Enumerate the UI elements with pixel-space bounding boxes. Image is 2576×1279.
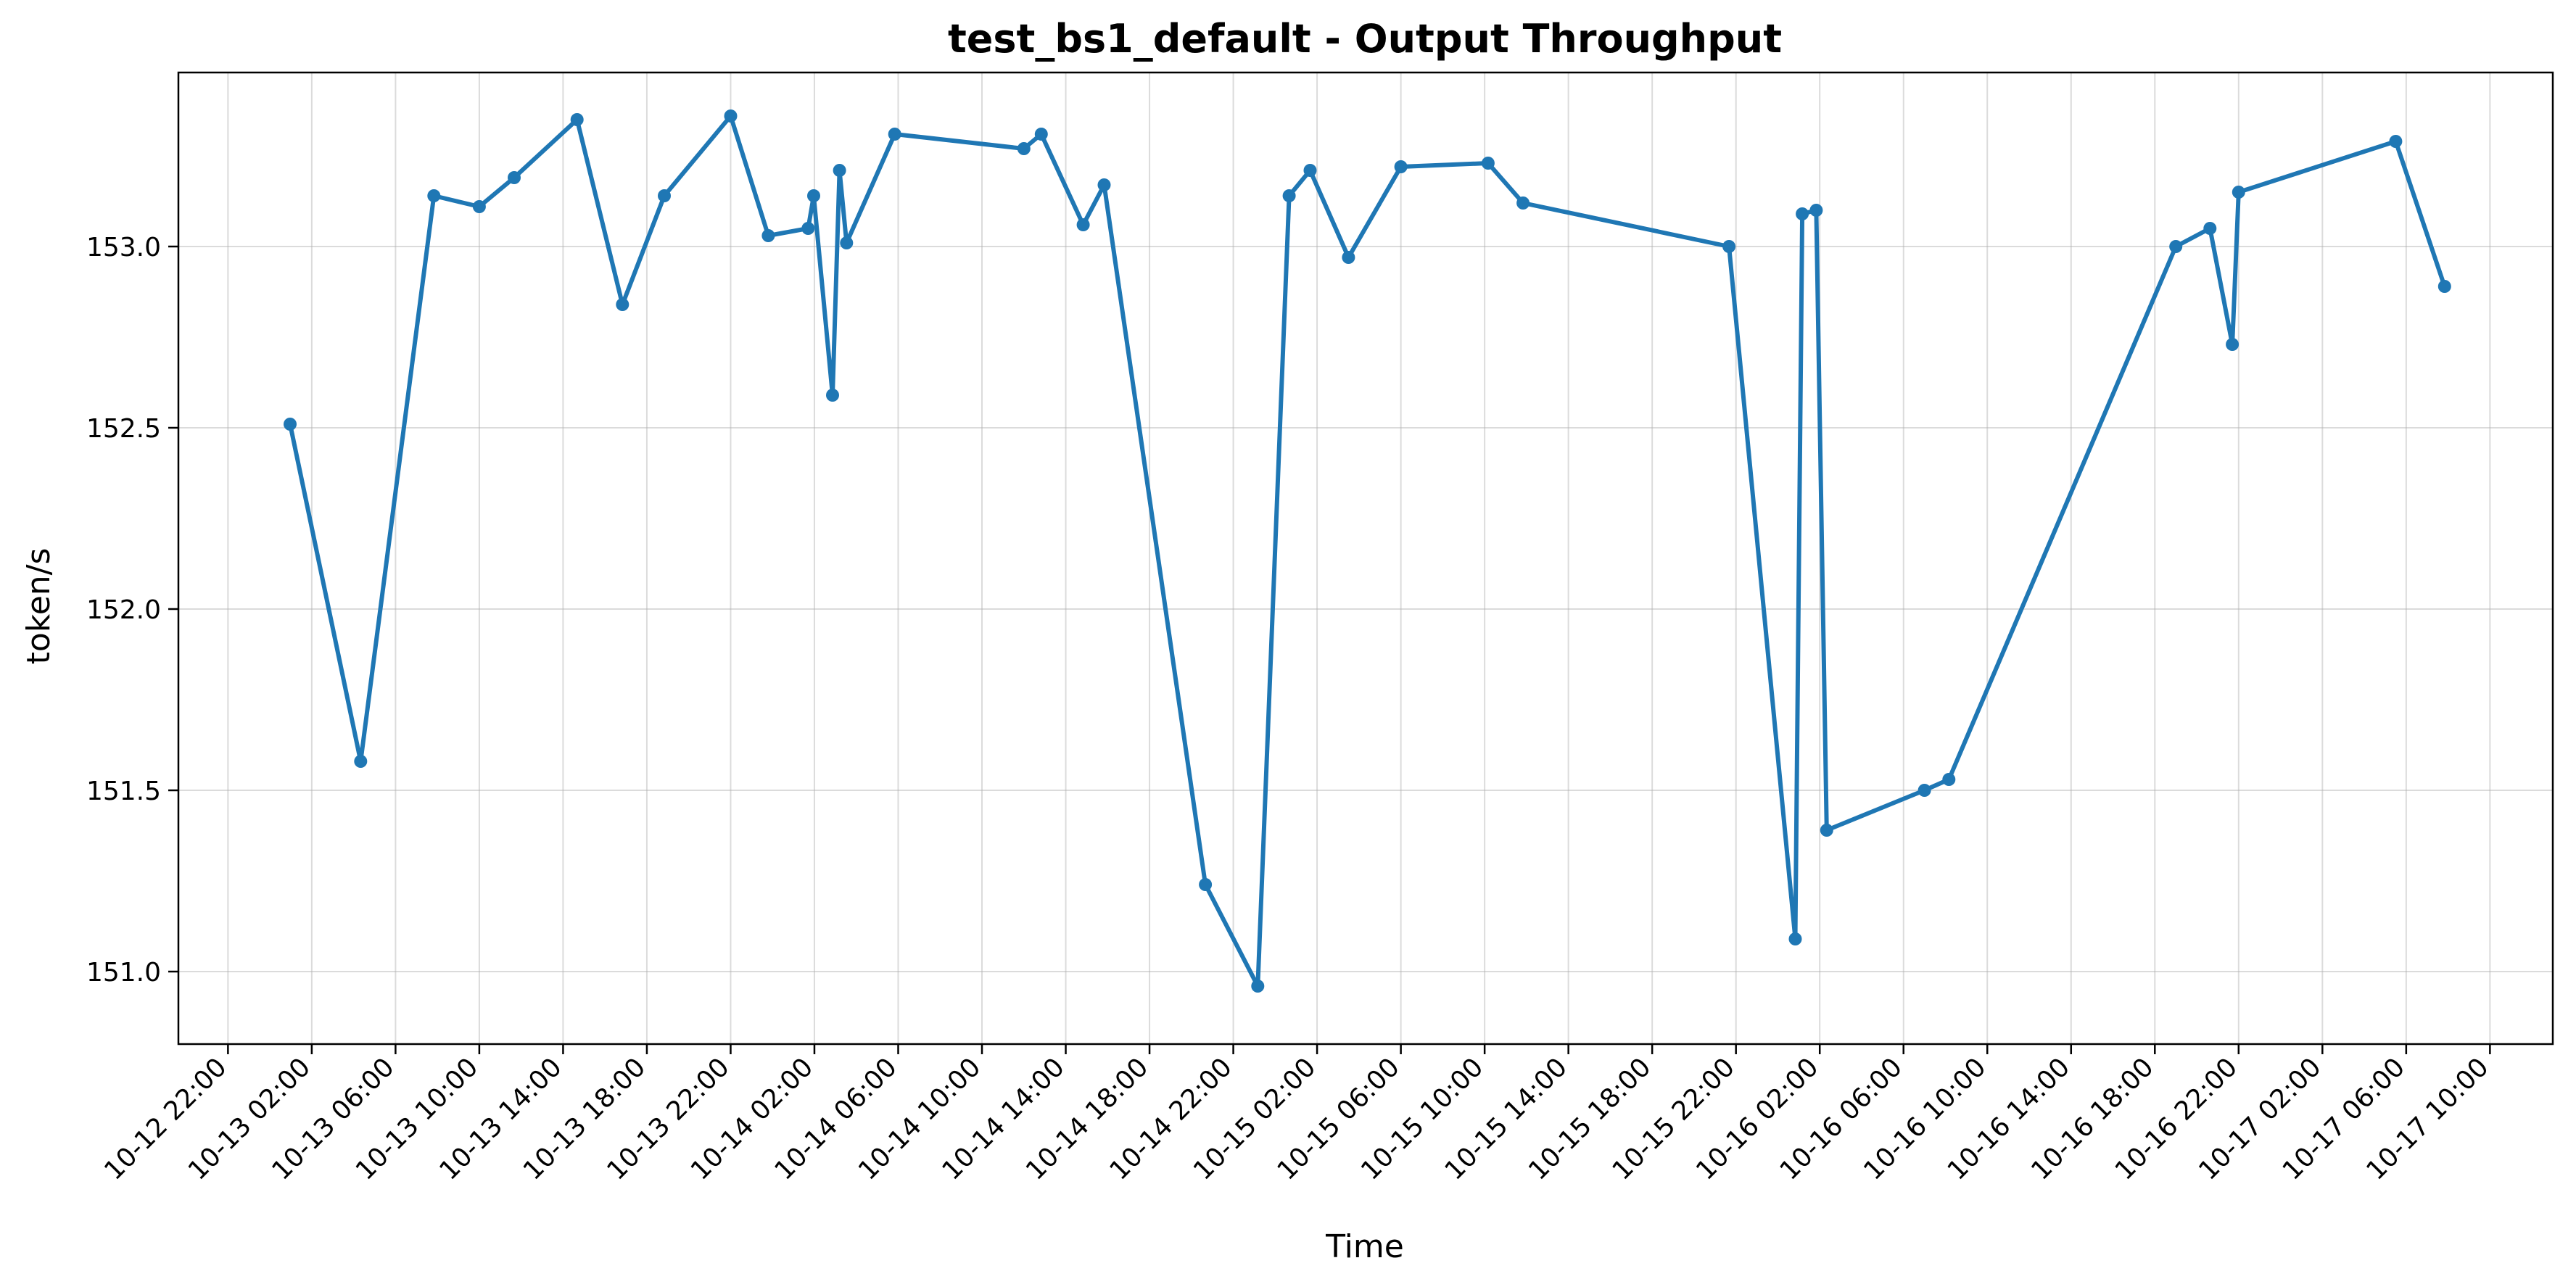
x-axis-label: Time bbox=[1325, 1228, 1404, 1265]
y-tick-label: 153.0 bbox=[86, 233, 161, 262]
data-point bbox=[807, 189, 820, 202]
data-point bbox=[472, 200, 486, 213]
data-point bbox=[761, 229, 775, 242]
y-tick-label: 151.5 bbox=[86, 777, 161, 806]
data-point bbox=[658, 189, 671, 202]
data-point bbox=[1516, 196, 1530, 210]
data-point bbox=[1809, 204, 1823, 217]
data-point bbox=[1282, 189, 1296, 202]
data-point bbox=[1917, 784, 1931, 797]
data-point bbox=[2169, 240, 2183, 253]
data-point bbox=[570, 113, 584, 126]
y-tick-label: 152.5 bbox=[86, 414, 161, 444]
data-point bbox=[354, 755, 368, 768]
data-point bbox=[2203, 222, 2217, 235]
data-point bbox=[1342, 251, 1355, 264]
plot-frame bbox=[177, 71, 2554, 1046]
data-point bbox=[2389, 135, 2403, 148]
data-point bbox=[2437, 280, 2451, 293]
chart-title: test_bs1_default - Output Throughput bbox=[948, 16, 1782, 62]
y-axis-label: token/s bbox=[20, 548, 57, 665]
data-point bbox=[833, 164, 846, 177]
data-point bbox=[2226, 338, 2239, 351]
data-point bbox=[1788, 932, 1802, 945]
data-point bbox=[888, 128, 901, 141]
data-point bbox=[284, 418, 297, 431]
data-point bbox=[724, 109, 738, 123]
data-point bbox=[1251, 980, 1265, 993]
data-point bbox=[1394, 160, 1408, 173]
y-tick-label: 151.0 bbox=[86, 958, 161, 988]
data-point bbox=[508, 171, 521, 184]
data-point bbox=[1722, 240, 1736, 253]
data-point bbox=[1017, 142, 1031, 155]
data-point bbox=[1796, 207, 1809, 220]
data-point bbox=[801, 222, 815, 235]
data-point bbox=[1034, 128, 1048, 141]
data-point bbox=[1942, 773, 1956, 786]
data-point bbox=[2232, 186, 2245, 199]
data-point bbox=[616, 298, 629, 311]
data-point bbox=[1199, 878, 1213, 891]
data-point bbox=[840, 236, 854, 249]
y-tick-label: 152.0 bbox=[86, 595, 161, 625]
data-point bbox=[1303, 164, 1317, 177]
series-layer bbox=[284, 109, 2451, 993]
grid bbox=[178, 73, 2553, 1044]
data-point bbox=[1820, 824, 1833, 837]
data-point bbox=[427, 189, 441, 202]
data-point bbox=[1481, 157, 1495, 170]
data-point bbox=[826, 389, 839, 402]
data-point bbox=[1097, 178, 1111, 191]
data-point bbox=[1076, 218, 1090, 231]
